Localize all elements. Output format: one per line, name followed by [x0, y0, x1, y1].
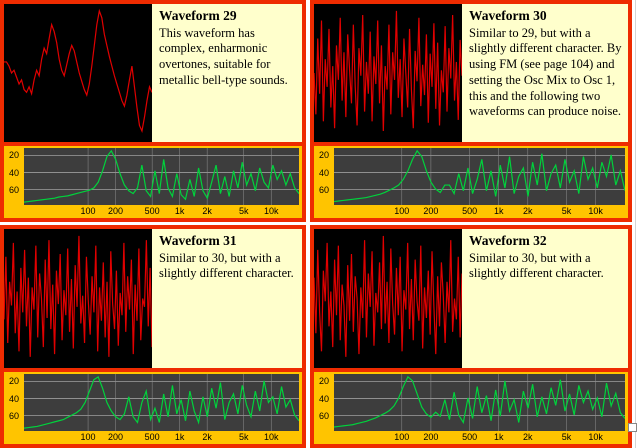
x-tick-label: 200: [108, 206, 124, 216]
panel-top: Waveform 32 Similar to 30, but with a sl…: [314, 229, 628, 368]
y-tick-label: 40: [318, 393, 329, 404]
spectrum-area: 20 40 60 100 200 500 1k 2k 5k 10k: [314, 372, 628, 444]
x-tick-label: 500: [462, 432, 478, 442]
waveform-trace: [4, 4, 152, 142]
y-tick-label: 40: [318, 167, 329, 178]
x-tick-label: 5k: [238, 206, 249, 216]
x-tick-label: 2k: [523, 432, 533, 442]
spectrum-x-axis: 100 200 500 1k 2k 5k 10k: [24, 205, 299, 218]
x-tick-label: 1k: [174, 206, 185, 216]
spectrum-plot: [24, 148, 299, 205]
x-tick-label: 500: [144, 432, 160, 442]
page-artifact-square: [628, 423, 637, 432]
spectrum-plot: [24, 374, 299, 431]
waveform-panel-29: Waveform 29 This waveform has complex, e…: [0, 0, 306, 222]
x-tick-label: 1k: [493, 432, 504, 442]
x-tick-label: 5k: [561, 432, 572, 442]
x-tick-label: 100: [80, 432, 96, 442]
spectrum-trace: [334, 374, 625, 431]
x-tick-label: 100: [80, 206, 96, 216]
x-tick-label: 10k: [263, 206, 279, 216]
panel-top: Waveform 31 Similar to 30, but with a sl…: [4, 229, 302, 368]
x-tick-label: 200: [108, 432, 124, 442]
panel-divider: [314, 368, 628, 372]
panel-top: Waveform 29 This waveform has complex, e…: [4, 4, 302, 142]
oscilloscope-display: [314, 229, 462, 368]
panel-divider: [4, 368, 302, 372]
x-tick-label: 100: [394, 206, 410, 216]
y-tick-label: 20: [318, 376, 329, 387]
x-tick-label: 500: [462, 206, 478, 216]
waveform-trace: [314, 229, 462, 368]
spectrum-plot: [334, 374, 625, 431]
oscilloscope-display: [4, 4, 152, 142]
spectrum-area: 20 40 60 100 200 500 1k 2k 5k 10k: [4, 146, 302, 218]
waveform-panel-30: Waveform 30 Similar to 29, but with a sl…: [310, 0, 632, 222]
panel-title: Waveform 32: [469, 233, 547, 248]
y-tick-label: 60: [318, 184, 329, 195]
x-tick-label: 10k: [588, 432, 603, 442]
waveform-trace: [4, 229, 152, 368]
spectrum-area: 20 40 60 100 200 500 1k 2k 5k 10k: [314, 146, 628, 218]
spectrum-area: 20 40 60 100 200 500 1k 2k 5k 10k: [4, 372, 302, 444]
x-tick-label: 500: [144, 206, 160, 216]
description-area: Waveform 30 Similar to 29, but with a sl…: [462, 4, 628, 142]
y-tick-label: 60: [318, 410, 329, 421]
y-tick-label: 60: [8, 410, 19, 421]
spectrum-trace: [24, 148, 299, 205]
description-area: Waveform 32 Similar to 30, but with a sl…: [462, 229, 628, 368]
panel-title: Waveform 31: [159, 233, 237, 248]
y-tick-label: 40: [8, 167, 19, 178]
x-tick-label: 200: [423, 432, 439, 442]
spectrum-y-axis: 20 40 60: [314, 374, 332, 431]
y-tick-label: 40: [8, 393, 19, 404]
description-area: Waveform 29 This waveform has complex, e…: [152, 4, 302, 142]
oscilloscope-display: [4, 229, 152, 368]
x-tick-label: 200: [423, 206, 439, 216]
x-tick-label: 10k: [263, 432, 279, 442]
spectrum-trace: [24, 374, 299, 431]
spectrum-trace: [334, 148, 625, 205]
x-tick-label: 2k: [202, 206, 212, 216]
x-tick-label: 2k: [202, 432, 212, 442]
spectrum-y-axis: 20 40 60: [4, 148, 22, 205]
spectrum-y-axis: 20 40 60: [4, 374, 22, 431]
panel-text: Similar to 30, but with a slightly diffe…: [159, 250, 294, 281]
panel-title: Waveform 30: [469, 8, 547, 23]
spectrum-plot: [334, 148, 625, 205]
waveform-panel-32: Waveform 32 Similar to 30, but with a sl…: [310, 225, 632, 448]
spectrum-x-axis: 100 200 500 1k 2k 5k 10k: [24, 431, 299, 444]
y-tick-label: 60: [8, 184, 19, 195]
x-tick-label: 1k: [174, 432, 185, 442]
panel-text: Similar to 29, but with a slightly diffe…: [469, 25, 622, 119]
waveform-trace: [314, 4, 462, 142]
y-tick-label: 20: [8, 150, 19, 161]
spectrum-x-axis: 100 200 500 1k 2k 5k 10k: [334, 431, 625, 444]
x-tick-label: 2k: [523, 206, 533, 216]
panel-top: Waveform 30 Similar to 29, but with a sl…: [314, 4, 628, 142]
waveform-panel-31: Waveform 31 Similar to 30, but with a sl…: [0, 225, 306, 448]
page-edge-line: [635, 0, 636, 448]
x-tick-label: 5k: [238, 432, 249, 442]
x-tick-label: 5k: [561, 206, 572, 216]
panel-text: Similar to 30, but with a slightly diffe…: [469, 250, 604, 281]
description-area: Waveform 31 Similar to 30, but with a sl…: [152, 229, 302, 368]
y-tick-label: 20: [318, 150, 329, 161]
panel-text: This waveform has complex, enharmonic ov…: [159, 25, 288, 87]
x-tick-label: 1k: [493, 206, 504, 216]
x-tick-label: 100: [394, 432, 410, 442]
panel-title: Waveform 29: [159, 8, 237, 23]
panel-divider: [314, 142, 628, 146]
oscilloscope-display: [314, 4, 462, 142]
spectrum-y-axis: 20 40 60: [314, 148, 332, 205]
y-tick-label: 20: [8, 376, 19, 387]
spectrum-x-axis: 100 200 500 1k 2k 5k 10k: [334, 205, 625, 218]
x-tick-label: 10k: [588, 206, 603, 216]
panel-divider: [4, 142, 302, 146]
